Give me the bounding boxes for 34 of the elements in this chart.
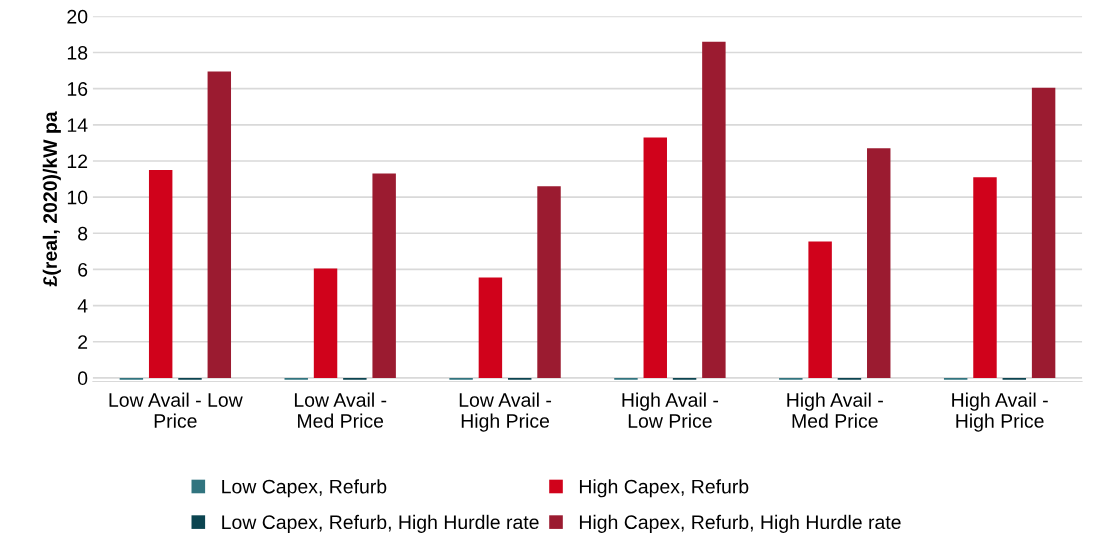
bar — [702, 41, 726, 378]
legend-label: High Capex, Refurb, High Hurdle rate — [579, 514, 901, 533]
y-tick-label: 0 — [77, 371, 88, 386]
y-tick-label: 4 — [77, 299, 88, 313]
x-tick-label: High Avail - Low Price — [622, 392, 719, 428]
x-tick-label: Low Avail - High Price — [459, 392, 552, 432]
bar — [537, 186, 561, 378]
bar — [643, 137, 667, 378]
legend-label: Low Capex, Refurb — [222, 479, 387, 498]
x-tick-label: Low Avail - Med Price — [294, 392, 387, 428]
bar — [372, 173, 396, 378]
bar — [207, 71, 232, 378]
y-tick-label: 14 — [67, 118, 88, 132]
x-tick-label: Low Avail - Low Price — [109, 392, 243, 428]
y-tick-label: 6 — [78, 262, 88, 277]
y-tick-label: 20 — [67, 9, 88, 24]
legend-label: Low Capex, Refurb, High Hurdle rate — [222, 514, 539, 533]
bar — [1031, 87, 1056, 378]
y-tick-label: 16 — [67, 82, 88, 96]
bar — [973, 177, 997, 378]
y-tick-label: 2 — [78, 335, 88, 349]
x-tick-label: High Avail - Med Price — [787, 392, 883, 428]
y-tick-label: 18 — [67, 45, 88, 60]
legend-label: High Capex, Refurb — [579, 479, 749, 498]
bar — [148, 170, 173, 378]
bar — [808, 241, 832, 378]
y-tick-label: 12 — [67, 154, 88, 169]
y-tick-label: 10 — [67, 190, 88, 205]
y-axis-title: £(real, 2020)/kW pa — [42, 111, 61, 287]
bar — [313, 268, 338, 378]
bar — [478, 277, 503, 378]
y-tick-label: 8 — [78, 226, 88, 241]
x-tick-label: High Avail - High Price — [952, 392, 1048, 432]
bar — [867, 148, 891, 378]
